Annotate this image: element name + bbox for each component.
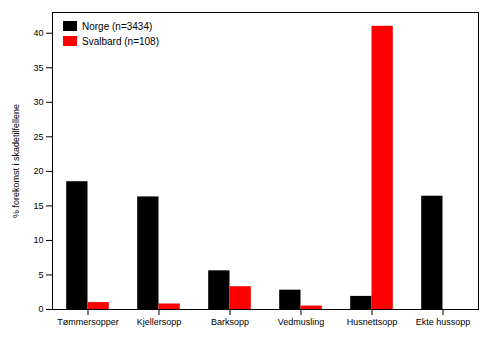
svg-text:0: 0 [38,304,43,314]
svg-text:35: 35 [33,63,43,73]
svg-text:Kjellersopp: Kjellersopp [137,317,182,327]
svg-text:20: 20 [33,166,43,176]
html-text:Svalbard (n=108): Svalbard (n=108) [82,36,159,47]
svg-text:40: 40 [33,28,43,38]
svg-text:Barksopp: Barksopp [211,317,249,327]
svg-text:Tømmersopper: Tømmersopper [57,317,119,327]
svg-text:25: 25 [33,132,43,142]
svg-text:10: 10 [33,235,43,245]
svg-text:Vedmusling: Vedmusling [278,317,325,327]
html-text:Norge (n=3434): Norge (n=3434) [82,21,153,32]
svg-text:15: 15 [33,201,43,211]
svg-text:30: 30 [33,97,43,107]
svg-text:Husnettsopp: Husnettsopp [347,317,398,327]
svg-text:Ekte hussopp: Ekte hussopp [416,317,471,327]
svg-text:% forekomst i skadetilfellene: % forekomst i skadetilfellene [11,104,21,218]
svg-text:5: 5 [38,270,43,280]
